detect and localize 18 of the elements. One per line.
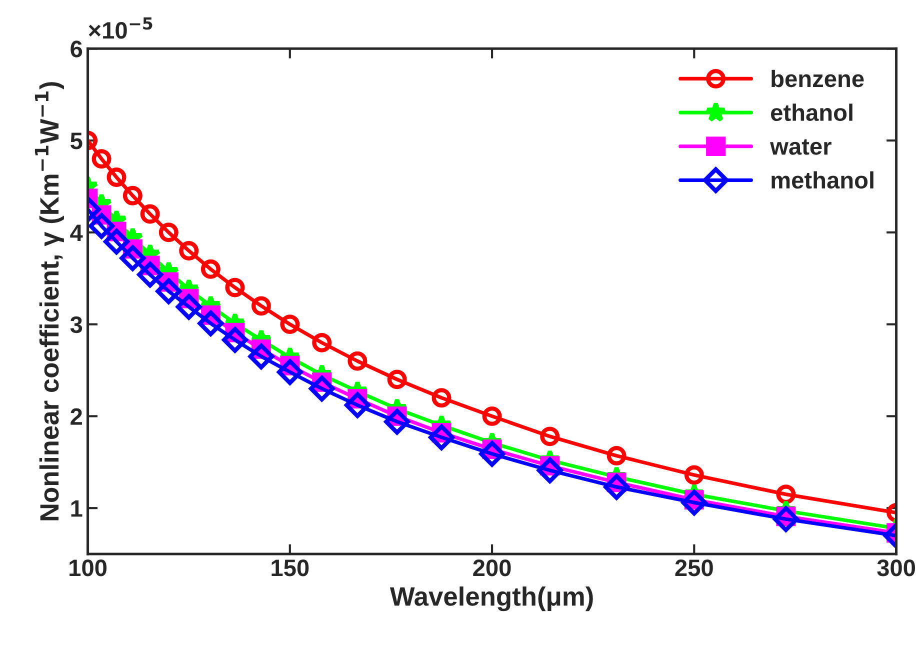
x-tick-label: 250 bbox=[675, 560, 713, 576]
y-tick-label: 6 bbox=[70, 40, 82, 58]
text: ×10$^{−5}$ bbox=[88, 17, 152, 39]
y-tick-label: 1 bbox=[71, 500, 82, 517]
x-tick-label: 100 bbox=[70, 560, 107, 576]
y-tick-label: 5 bbox=[70, 132, 82, 150]
y-tick-label: 4 bbox=[70, 224, 83, 241]
legend-label: water bbox=[770, 139, 832, 155]
legend-label: ethanol bbox=[771, 104, 852, 122]
x-tick-label: 300 bbox=[877, 560, 916, 576]
x-tick-label: 200 bbox=[473, 560, 511, 576]
x-axis-title: Wavelength(μm) bbox=[390, 586, 593, 612]
y-tick-label: 3 bbox=[70, 316, 82, 334]
y-tick-label: 2 bbox=[70, 408, 82, 425]
y-axis-title: Nonlinear coefficient, γ (Km$^{−1}$W$^{−1}$) bbox=[34, 82, 64, 520]
legend-label: methanol bbox=[772, 171, 874, 189]
legend-label: benzene bbox=[772, 70, 864, 88]
x-tick-label: 150 bbox=[272, 560, 309, 576]
